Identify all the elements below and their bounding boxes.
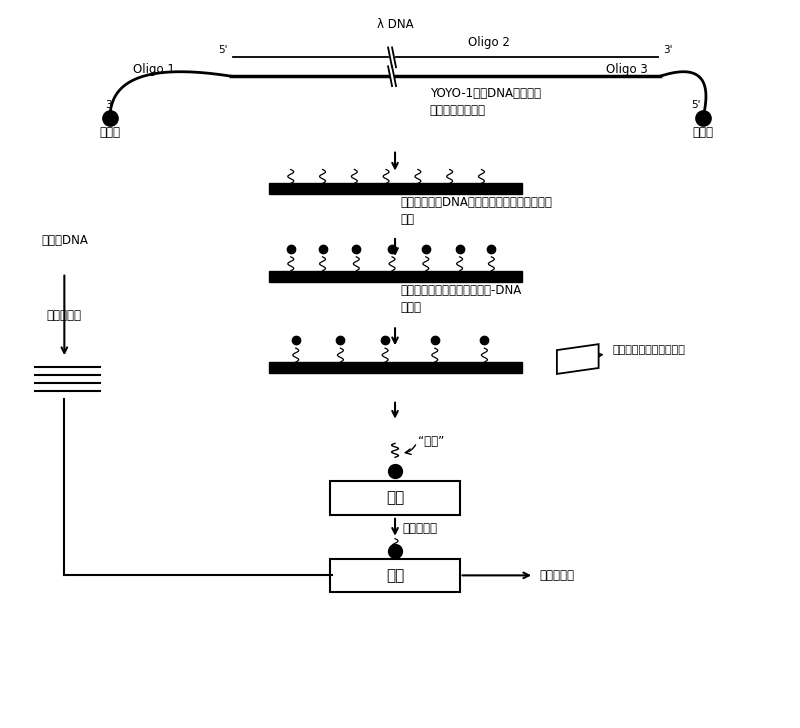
Text: 3': 3' [106, 100, 114, 110]
Polygon shape [557, 344, 598, 374]
Text: 地高辛: 地高辛 [99, 126, 121, 139]
Text: 5': 5' [218, 45, 228, 55]
Text: λ DNA: λ DNA [377, 18, 414, 31]
Text: 酶活性检测: 酶活性检测 [539, 569, 574, 582]
Text: 磁铁: 磁铁 [386, 568, 404, 583]
Text: “诱饵”: “诱饵” [418, 435, 444, 448]
Text: 内酶切降解: 内酶切降解 [47, 309, 82, 322]
Text: Oligo 1: Oligo 1 [133, 63, 174, 76]
FancyBboxPatch shape [330, 481, 459, 515]
FancyBboxPatch shape [269, 183, 522, 194]
Text: Oligo 2: Oligo 2 [469, 36, 510, 49]
Text: Oligo 3: Oligo 3 [606, 63, 647, 76]
Text: 生物素: 生物素 [692, 126, 714, 139]
Text: 带有酶切混合液的微枪尖: 带有酶切混合液的微枪尖 [613, 345, 686, 355]
Text: 基因组DNA: 基因组DNA [41, 234, 88, 248]
Text: 5': 5' [691, 100, 701, 110]
FancyBboxPatch shape [269, 271, 522, 282]
Text: 磁铁: 磁铁 [386, 491, 404, 505]
FancyBboxPatch shape [269, 362, 522, 373]
Text: 洗去未连接的磁珠，收集磁珠-DNA
复合物: 洗去未连接的磁珠，收集磁珠-DNA 复合物 [400, 283, 522, 314]
Text: 洗去未结合的DNA，添加抗链麵生物素被覆的
磁珠: 洗去未结合的DNA，添加抗链麵生物素被覆的 磁珠 [400, 196, 552, 226]
Text: 3': 3' [663, 45, 673, 55]
Text: YOYO-1标记DNA向抗地高
辛被覆的表面固定: YOYO-1标记DNA向抗地高 辛被覆的表面固定 [430, 87, 541, 117]
FancyBboxPatch shape [330, 558, 459, 593]
Text: 连接与冲洗: 连接与冲洗 [402, 522, 437, 535]
